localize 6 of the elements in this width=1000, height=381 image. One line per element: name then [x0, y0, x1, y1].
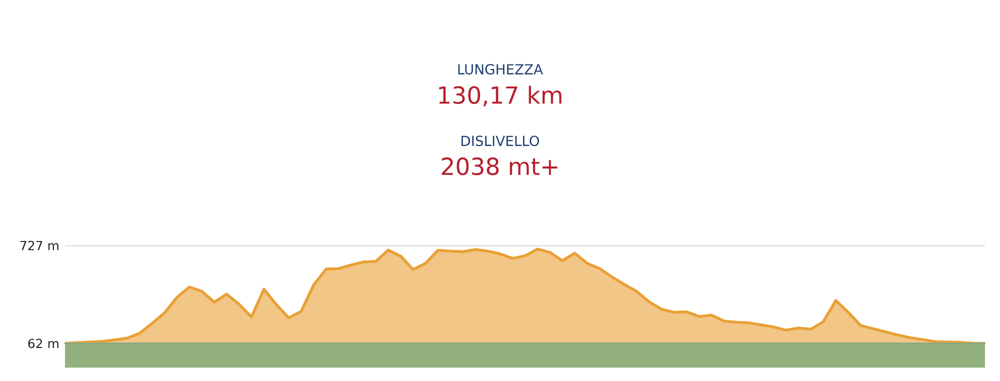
- text: DISLIVELLO: [462, 136, 540, 146]
- y-tick-label: 727 m: [20, 240, 58, 250]
- text: 2038 mt+: [442, 157, 558, 176]
- chart-title: LUNGHEZZA: [458, 64, 543, 75]
- y-tick-label: 62 m: [28, 338, 58, 348]
- chart-subtitle: 130,17 km: [439, 86, 562, 106]
